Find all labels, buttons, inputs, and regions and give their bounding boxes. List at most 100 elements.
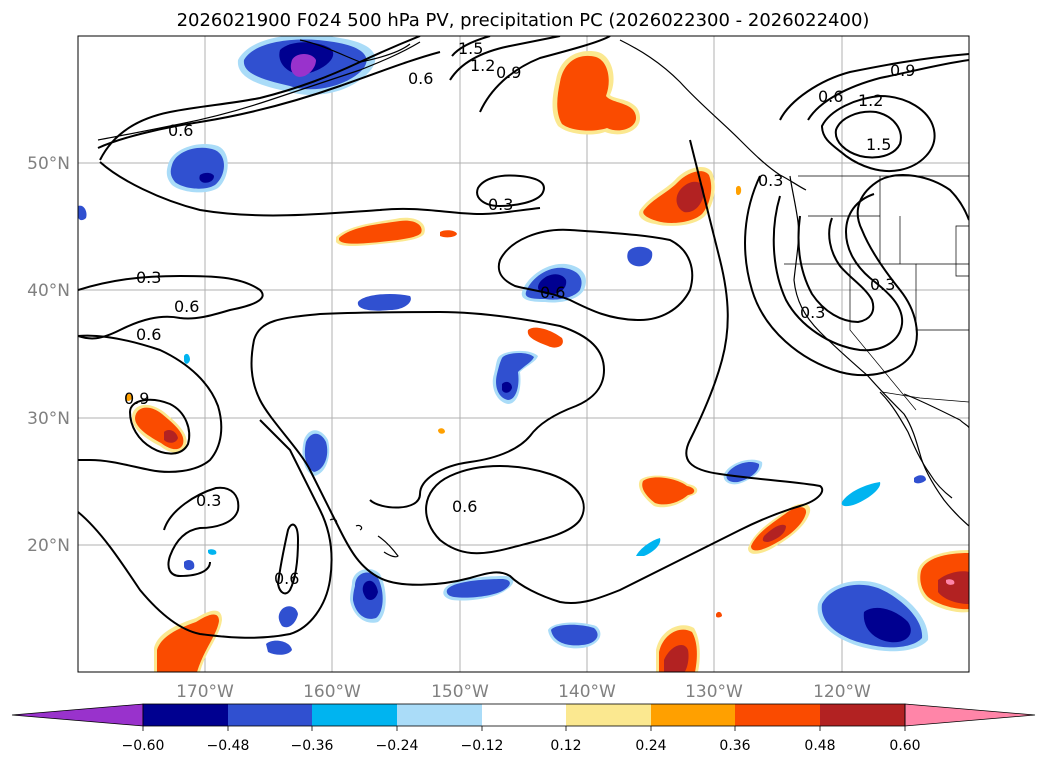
colorbar: −0.60 −0.48 −0.36 −0.24 −0.12 0.12 0.24 … <box>11 703 1036 754</box>
precip-pos-55n-140w-mid <box>557 55 636 131</box>
colorbar-tick-label: −0.24 <box>376 738 419 754</box>
colorbar-bin <box>735 704 820 726</box>
precip-neg-15n-162w <box>278 606 298 628</box>
precip-pos-tiny-47n <box>736 185 742 195</box>
precip-neg-41n-143w-core <box>538 274 567 295</box>
contour-0.6-west-coast <box>779 53 969 121</box>
contour-label: 0.3 <box>196 491 221 510</box>
lat-label-50n: 50°N <box>27 154 70 174</box>
border-us-mexico <box>881 391 969 403</box>
precip-pos-12n-130w-core <box>664 645 689 672</box>
lon-label-130w: 130°W <box>685 682 743 702</box>
precip-neg-17n-148w-mid <box>446 579 510 598</box>
coast-baja <box>879 391 953 499</box>
contour-label: 0.6 <box>452 497 477 516</box>
precip-pos-20n-125w-core <box>762 524 786 542</box>
border-us-states-2 <box>916 225 969 277</box>
lon-label-140w: 140°W <box>558 682 616 702</box>
contour-0.3-small-north <box>476 174 545 208</box>
precip-neg-43n-135w <box>627 246 653 267</box>
contour-label: 0.6 <box>136 325 161 344</box>
contour-0.6-mid <box>497 228 694 322</box>
colorbar-bin <box>228 704 312 726</box>
precip-neg-50n-170w-core <box>199 172 214 183</box>
contour-0.9-alaska <box>479 36 611 113</box>
colorbar-bin <box>566 704 651 726</box>
precip-neg-35n-169w <box>184 353 190 364</box>
precip-pos-47n-132w-core <box>676 181 704 213</box>
contour-0.6-sw-small <box>276 523 300 595</box>
contour-label: 0.3 <box>800 303 825 322</box>
precip-neg-24n-118w <box>914 475 926 484</box>
contour-label: 0.3 <box>136 268 161 287</box>
contour-0.3-southwest <box>78 419 333 639</box>
precip-neg-tiny-21n-169w <box>208 549 217 555</box>
coast-aleutians <box>97 41 421 141</box>
contour-0.6-northwest <box>97 51 441 149</box>
contour-0.6-trough-east <box>772 193 904 352</box>
contour-0.6-center <box>425 465 585 555</box>
colorbar-tick-label: 0.48 <box>804 738 835 754</box>
colorbar-tick-label: −0.36 <box>291 738 334 754</box>
contour-label: 0.9 <box>496 63 521 82</box>
colorbar-extend-low <box>11 703 144 727</box>
lat-label-40n: 40°N <box>27 281 70 301</box>
precip-neg-24n-120w <box>841 482 881 507</box>
contour-0.9-west-coast <box>807 59 969 121</box>
contour-label: 1.5 <box>458 39 483 58</box>
contour-1.5-west-coast <box>834 110 902 159</box>
colorbar-tick-label: 0.12 <box>550 738 581 754</box>
contour-label: 0.6 <box>818 87 843 106</box>
contour-label: 0.3 <box>758 171 783 190</box>
contour-0.9-ring <box>128 398 191 455</box>
contour-label: 1.2 <box>470 56 495 75</box>
precip-neg-16n-157w-core <box>362 580 378 600</box>
contour-label: 0.9 <box>124 389 149 408</box>
contour-label: 0.6 <box>408 69 433 88</box>
colorbar-extend-high <box>904 703 1036 727</box>
contour-label: 0.6 <box>274 569 299 588</box>
map-frame <box>77 35 970 673</box>
figure-title: 2026021900 F024 500 hPa PV, precipitatio… <box>177 10 870 31</box>
lon-label-170w: 170°W <box>176 682 234 702</box>
lat-label-30n: 30°N <box>27 409 70 429</box>
contour-label: 0.9 <box>890 61 915 80</box>
colorbar-bin <box>143 704 228 726</box>
precip-pos-tiny-31n <box>126 393 132 401</box>
contour-label: 0.6 <box>168 121 193 140</box>
contour-0.3-left <box>78 274 264 340</box>
colorbar-bin <box>820 704 905 726</box>
contour-0.3-north <box>99 36 421 161</box>
contour-0.3-east-trough <box>250 139 824 604</box>
coast-mexico-mainland <box>903 393 969 429</box>
precip-shading <box>78 36 969 672</box>
precip-pos-29n-170w-core <box>164 430 178 443</box>
precip-pos-17n-115w-core <box>938 571 969 604</box>
precip-pos-tiny-29n <box>438 428 445 434</box>
colorbar-tick-label: −0.48 <box>207 738 250 754</box>
precip-neg-26n-161w-mid <box>304 433 328 472</box>
colorbar-ticks <box>142 726 906 731</box>
precip-neg-aleutian-peak <box>290 54 316 77</box>
border-us-states-1 <box>784 176 969 411</box>
contour-label-group: 1.5 1.2 0.9 0.6 0.6 0.9 1.2 1.5 0.3 0.3 … <box>124 39 915 588</box>
lon-label-150w: 150°W <box>431 682 489 702</box>
contour-1.5-alaska <box>451 36 491 57</box>
latitude-labels: 50°N 40°N 30°N 20°N <box>27 154 70 556</box>
colorbar-bin <box>651 704 735 726</box>
contour-label: 1.5 <box>866 135 891 154</box>
precip-neg-39n-154w <box>357 294 411 311</box>
precip-pos-band-42n-mid <box>339 220 422 244</box>
political-borders <box>784 175 969 411</box>
precip-pos-23n-133w-mid <box>642 477 695 505</box>
contour-1.2-alaska <box>449 36 561 81</box>
colorbar-tick-label: −0.60 <box>122 738 165 754</box>
precip-pos-37n-143w <box>527 327 563 348</box>
contour-0.3-band <box>99 161 541 217</box>
precip-pos-17n-115w-peak <box>946 579 955 585</box>
colorbar-bin <box>397 704 482 726</box>
contour-0.9-trough-east <box>797 215 875 324</box>
precip-neg-13n-143w-mid <box>551 624 598 646</box>
contour-0.3-trough-east <box>744 174 969 377</box>
